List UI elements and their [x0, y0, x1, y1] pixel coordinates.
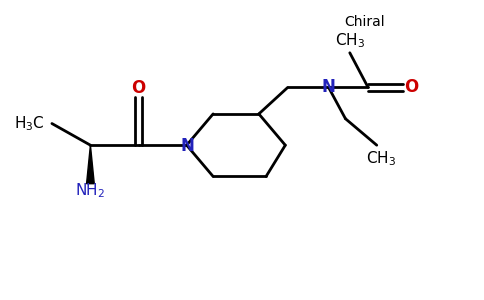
- Text: CH$_3$: CH$_3$: [335, 32, 365, 50]
- Text: O: O: [404, 78, 419, 96]
- Text: Chiral: Chiral: [344, 14, 385, 28]
- Text: N: N: [181, 137, 195, 155]
- Text: N: N: [322, 78, 335, 96]
- Polygon shape: [87, 145, 94, 184]
- Text: H$_3$C: H$_3$C: [14, 114, 45, 133]
- Text: CH$_3$: CH$_3$: [366, 149, 396, 168]
- Text: NH$_2$: NH$_2$: [76, 182, 106, 200]
- Text: O: O: [132, 80, 146, 98]
